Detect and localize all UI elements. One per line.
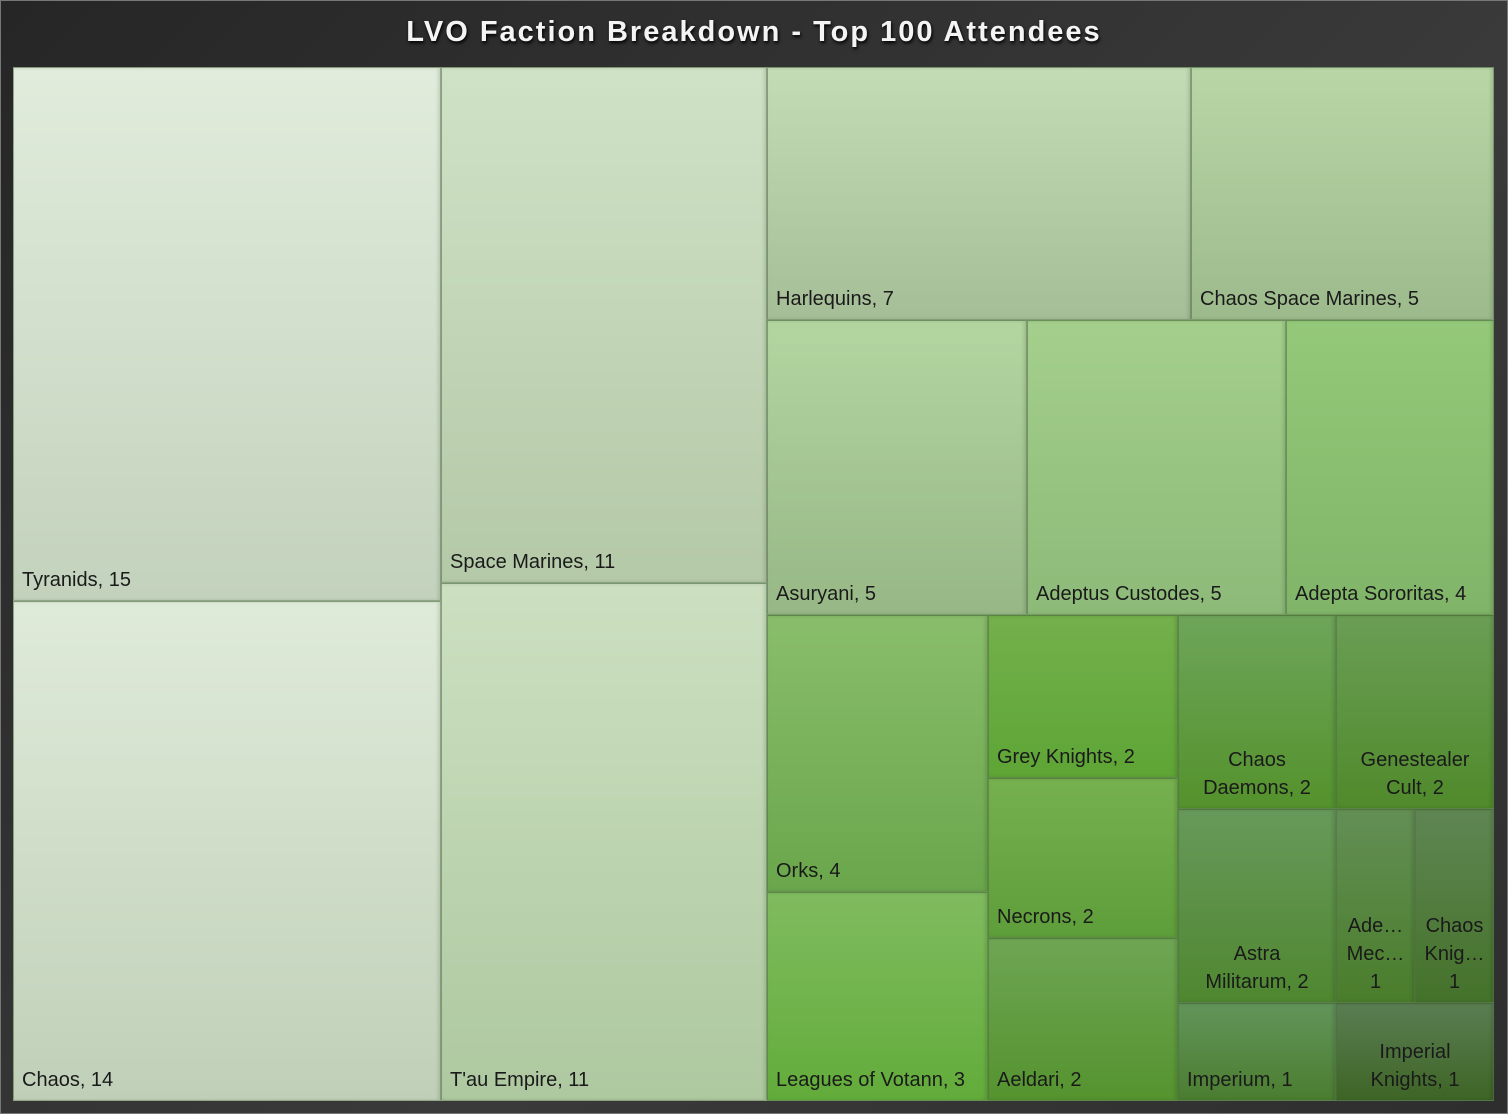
treemap-tile-ade-mec: Ade… Mec… 1: [1336, 809, 1415, 1003]
treemap-tile-leagues-of-votann: Leagues of Votann, 3: [767, 892, 988, 1101]
treemap-tile-genestealer-cult: Genestealer Cult, 2: [1336, 615, 1494, 809]
treemap-tile-tyranids: Tyranids, 15: [13, 67, 441, 601]
treemap-tile-adeptus-custodes: Adeptus Custodes, 5: [1027, 320, 1286, 615]
tile-label: Space Marines, 11: [450, 551, 616, 573]
treemap-plot-area: Tyranids, 15 Chaos, 14 Space Marines, 11 T'…: [13, 67, 1494, 1101]
tile-label: T'au Empire, 11: [450, 1069, 590, 1091]
treemap-tile-grey-knights: Grey Knights, 2: [988, 615, 1178, 778]
tile-label: Ade… Mec… 1: [1346, 915, 1405, 993]
treemap-tile-chaos-knig: Chaos Knig… 1: [1415, 809, 1494, 1003]
tile-label: Adeptus Custodes, 5: [1036, 583, 1222, 605]
tile-label: Grey Knights, 2: [997, 746, 1135, 768]
treemap-tile-space-marines: Space Marines, 11: [441, 67, 767, 583]
tile-label: Imperium, 1: [1187, 1069, 1293, 1091]
tile-label: Tyranids, 15: [22, 569, 131, 591]
treemap-tile-orks: Orks, 4: [767, 615, 988, 892]
treemap-tile-chaos-space-marines: Chaos Space Marines, 5: [1191, 67, 1494, 320]
treemap-tile-asuryani: Asuryani, 5: [767, 320, 1027, 615]
tile-label: Adepta Sororitas, 4: [1295, 583, 1467, 605]
tile-label: Chaos Knig… 1: [1424, 915, 1485, 993]
tile-label: Imperial Knights, 1: [1370, 1041, 1460, 1091]
tile-label: Aeldari, 2: [997, 1069, 1082, 1091]
tile-label: Harlequins, 7: [776, 288, 894, 310]
treemap-tile-adepta-sororitas: Adepta Sororitas, 4: [1286, 320, 1494, 615]
treemap-tile-harlequins: Harlequins, 7: [767, 67, 1191, 320]
treemap-tile-necrons: Necrons, 2: [988, 778, 1178, 938]
tile-label: Necrons, 2: [997, 906, 1094, 928]
tile-label: Chaos, 14: [22, 1069, 114, 1091]
tile-label: Astra Militarum, 2: [1205, 943, 1309, 993]
treemap-tile-astra-militarum: Astra Militarum, 2: [1178, 809, 1336, 1003]
treemap-tile-aeldari: Aeldari, 2: [988, 938, 1178, 1101]
treemap-tile-chaos-daemons: Chaos Daemons, 2: [1178, 615, 1336, 809]
tile-label: Genestealer Cult, 2: [1360, 749, 1470, 799]
treemap-tile-imperium: Imperium, 1: [1178, 1003, 1336, 1101]
tile-label: Orks, 4: [776, 860, 841, 882]
chart-title: LVO Faction Breakdown - Top 100 Attendee…: [406, 16, 1102, 48]
tile-label: Chaos Daemons, 2: [1203, 749, 1311, 799]
tile-label: Asuryani, 5: [776, 583, 877, 605]
treemap-tile-chaos: Chaos, 14: [13, 601, 441, 1101]
tile-label: Leagues of Votann, 3: [776, 1069, 966, 1091]
treemap-tile-t-au-empire: T'au Empire, 11: [441, 583, 767, 1101]
tile-label: Chaos Space Marines, 5: [1200, 288, 1420, 310]
treemap-tile-imperial-knights: Imperial Knights, 1: [1336, 1003, 1494, 1101]
